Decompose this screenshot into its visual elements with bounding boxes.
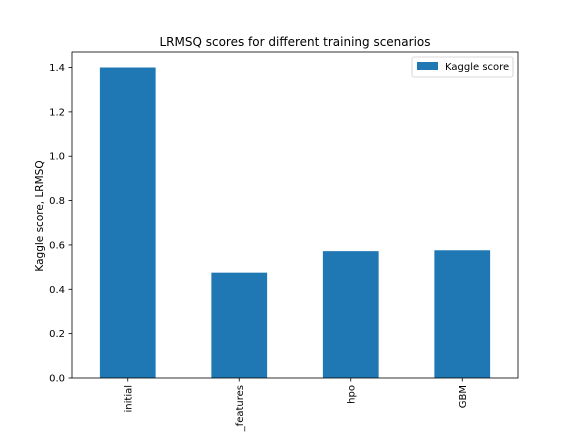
y-axis-label: Kaggle score, LRMSQ [34,160,46,271]
x-axis-ticks: initial _features hpo GBM [123,378,469,432]
y-tick-label: 1.0 [49,152,65,163]
y-tick-label: 1.2 [49,107,65,118]
bar-features [211,272,268,378]
y-tick-label: 1.4 [49,63,65,74]
chart-title: LRMSQ scores for different training scen… [159,35,430,49]
y-tick-label: 0.6 [49,240,65,251]
y-tick-label: 0.2 [49,329,65,340]
x-tick-label: GBM [458,385,469,408]
legend-label: Kaggle score [445,62,509,73]
y-tick-label: 0.4 [49,285,65,296]
x-tick-label: initial [123,385,134,413]
legend-swatch [417,62,438,70]
x-tick-label: _features [235,385,246,432]
y-tick-label: 0.8 [49,196,65,207]
y-axis-ticks: 0.0 0.2 0.4 0.6 0.8 1.0 1.2 1.4 [49,63,72,385]
plot-area-frame [71,51,519,379]
bar-gbm [434,250,491,378]
bar-hpo [322,251,379,378]
bars-group [99,67,491,379]
legend: Kaggle score [411,56,514,78]
y-tick-label: 0.0 [49,374,65,385]
bar-initial [99,67,156,379]
x-tick-label: hpo [346,385,357,404]
